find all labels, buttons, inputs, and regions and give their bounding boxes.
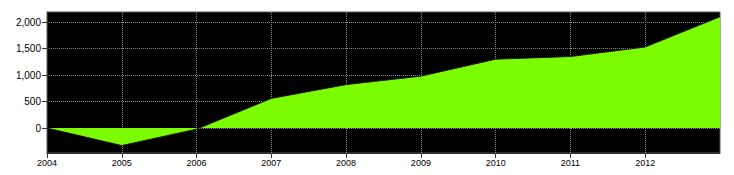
svg-text:2012: 2012 [635, 158, 655, 168]
svg-text:2011: 2011 [561, 158, 580, 168]
svg-text:2010: 2010 [486, 158, 506, 168]
svg-text:2009: 2009 [411, 158, 431, 168]
svg-text:2008: 2008 [336, 158, 356, 168]
svg-text:2005: 2005 [112, 158, 132, 168]
svg-text:2007: 2007 [261, 158, 281, 168]
svg-text:1,000: 1,000 [16, 70, 41, 81]
svg-text:2004: 2004 [37, 158, 57, 168]
svg-text:0: 0 [35, 123, 41, 134]
svg-text:500: 500 [24, 96, 41, 107]
svg-text:2,000: 2,000 [16, 17, 41, 28]
svg-text:1,500: 1,500 [16, 43, 41, 54]
svg-text:2006: 2006 [187, 158, 207, 168]
